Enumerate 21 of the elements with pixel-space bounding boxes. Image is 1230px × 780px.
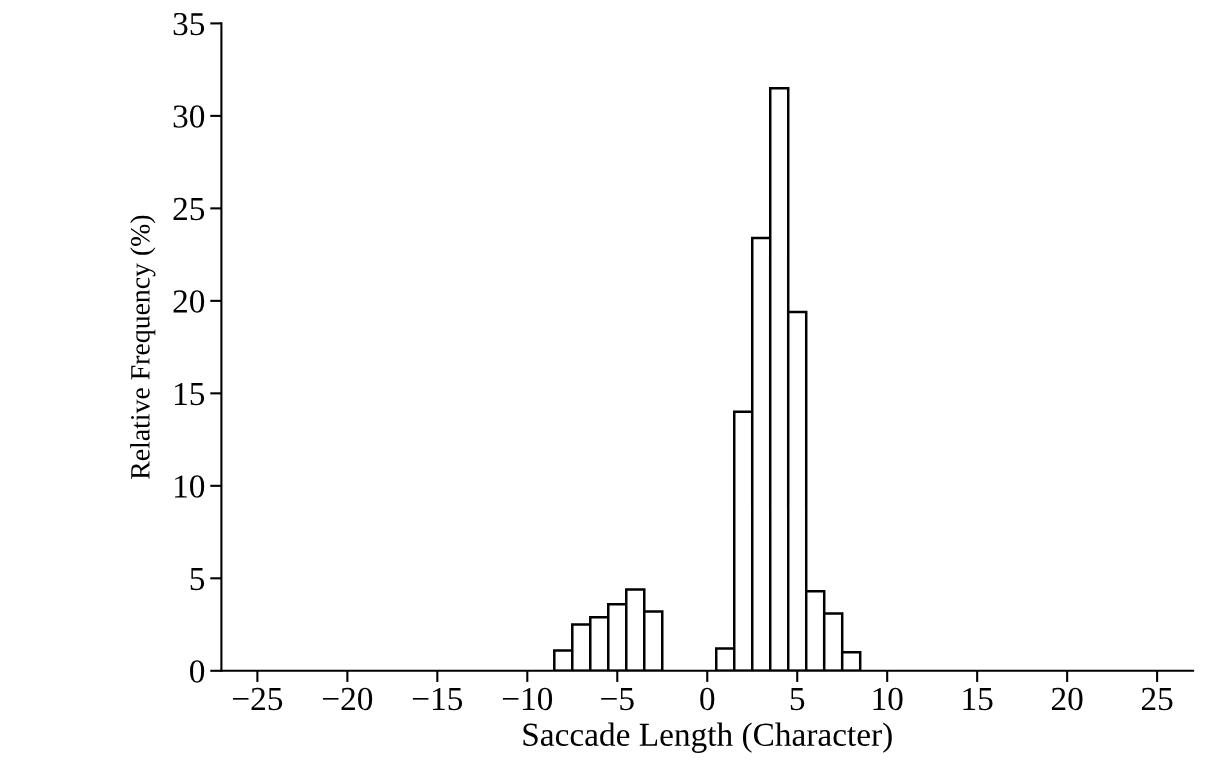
x-tick-label: 20 [1051, 687, 1083, 711]
x-tick-label: −20 [322, 687, 373, 711]
x-tick-label: 0 [700, 687, 715, 711]
x-axis-title: Saccade Length (Character) [523, 722, 892, 753]
x-tick-label: −5 [601, 688, 634, 711]
x-tick-label: 10 [873, 687, 903, 711]
x-tick-label: −25 [232, 687, 283, 711]
y-tick-label: 35 [173, 12, 205, 36]
y-tick-label: 20 [173, 290, 205, 313]
y-tick-label: 5 [190, 568, 205, 591]
y-tick-label: 10 [175, 475, 205, 498]
x-tick-label: −15 [412, 687, 463, 711]
y-tick-label: 0 [190, 660, 205, 683]
y-axis-title: Relative Frequency (%) [130, 215, 156, 479]
x-tick-label: 25 [1141, 687, 1173, 711]
x-tick-label: 15 [963, 687, 993, 711]
x-tick-label: −10 [502, 687, 553, 711]
y-tick-label: 25 [173, 197, 205, 221]
x-tick-label: 5 [790, 688, 805, 711]
y-tick-label: 30 [173, 105, 205, 128]
y-tick-label: 15 [175, 382, 205, 406]
